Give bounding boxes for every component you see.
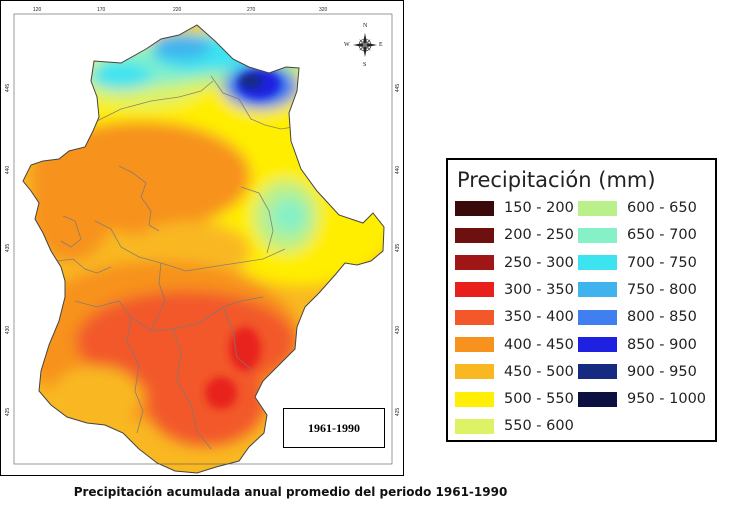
compass-w: W — [344, 42, 350, 48]
legend-item: 900 - 950 — [578, 363, 697, 381]
left-tick: 435 — [5, 243, 12, 253]
legend-swatch — [455, 391, 494, 407]
legend-item: 750 - 800 — [578, 281, 697, 299]
legend-item: 250 - 300 — [455, 254, 574, 272]
precipitation-map — [13, 13, 393, 474]
legend-swatch — [455, 337, 494, 352]
legend-item: 450 - 500 — [455, 363, 574, 381]
top-tick: 270 — [247, 7, 256, 13]
top-tick: 120 — [33, 7, 42, 13]
legend-item: 800 - 850 — [578, 308, 697, 326]
legend-label: 350 - 400 — [504, 309, 574, 326]
legend-item: 700 - 750 — [578, 254, 697, 272]
legend-swatch — [455, 255, 494, 271]
compass-rose — [353, 33, 377, 57]
compass-n: N — [363, 23, 368, 29]
legend-title: Precipitación (mm) — [457, 168, 656, 192]
legend-swatch — [578, 364, 617, 380]
legend-swatch — [455, 364, 494, 380]
left-tick: 440 — [5, 165, 12, 175]
legend-label: 750 - 800 — [627, 281, 697, 298]
top-tick: 220 — [173, 7, 182, 13]
legend-item: 650 - 700 — [578, 226, 697, 244]
right-tick: 430 — [395, 325, 402, 335]
map-frame: N S E W 120 170 220 270 320 445 440 435 … — [0, 0, 404, 476]
legend-swatch — [455, 282, 494, 298]
legend-swatch — [455, 200, 494, 216]
legend-label: 800 - 850 — [627, 309, 697, 326]
legend-label: 600 - 650 — [627, 200, 697, 216]
legend-item: 300 - 350 — [455, 281, 574, 299]
legend-swatch — [578, 309, 617, 325]
legend-item: 500 - 550 — [455, 390, 574, 408]
legend-item: 200 - 250 — [455, 226, 574, 244]
legend-label: 550 - 600 — [504, 418, 574, 435]
right-tick: 445 — [395, 83, 402, 93]
legend-swatch — [578, 200, 617, 216]
top-tick: 320 — [319, 7, 328, 13]
caption: Precipitación acumulada anual promedio d… — [73, 485, 508, 499]
period-box: 1961-1990 — [283, 408, 385, 448]
right-tick: 425 — [395, 407, 402, 417]
legend-item: 600 - 650 — [578, 199, 697, 217]
legend-label: 450 - 500 — [504, 363, 574, 380]
legend-label: 950 - 1000 — [627, 391, 707, 408]
legend-item: 550 - 600 — [455, 417, 574, 435]
legend-swatch — [578, 227, 617, 243]
legend-item: 350 - 400 — [455, 308, 574, 326]
legend-item: 400 - 450 — [455, 336, 574, 354]
left-tick: 425 — [5, 407, 12, 417]
legend-label: 650 - 700 — [627, 227, 697, 244]
compass-s: S — [363, 62, 367, 68]
right-tick: 435 — [395, 243, 402, 253]
legend-swatch — [455, 418, 494, 434]
legend-label: 150 - 200 — [504, 200, 574, 216]
legend-swatch — [578, 391, 617, 407]
compass-e: E — [379, 42, 383, 48]
legend-item: 850 - 900 — [578, 336, 697, 354]
right-tick: 440 — [395, 165, 402, 175]
legend-label: 200 - 250 — [504, 227, 574, 244]
legend-label: 300 - 350 — [504, 281, 574, 298]
legend-item: 150 - 200 — [455, 199, 574, 217]
left-tick: 430 — [5, 325, 12, 335]
legend-label: 250 - 300 — [504, 254, 574, 271]
legend-label: 900 - 950 — [627, 363, 697, 380]
top-tick: 170 — [97, 7, 106, 13]
legend-label: 700 - 750 — [627, 254, 697, 271]
legend-swatch — [455, 309, 494, 325]
legend-swatch — [578, 337, 617, 352]
legend-label: 850 - 900 — [627, 336, 697, 353]
legend-label: 400 - 450 — [504, 336, 574, 353]
legend-label: 500 - 550 — [504, 391, 574, 408]
legend-swatch — [578, 282, 617, 298]
legend-swatch — [578, 255, 617, 271]
legend-swatch — [455, 227, 494, 243]
legend-item: 950 - 1000 — [578, 390, 706, 408]
left-tick: 445 — [5, 83, 12, 93]
legend: Precipitación (mm) 150 - 200 200 - 250 250… — [446, 158, 717, 442]
